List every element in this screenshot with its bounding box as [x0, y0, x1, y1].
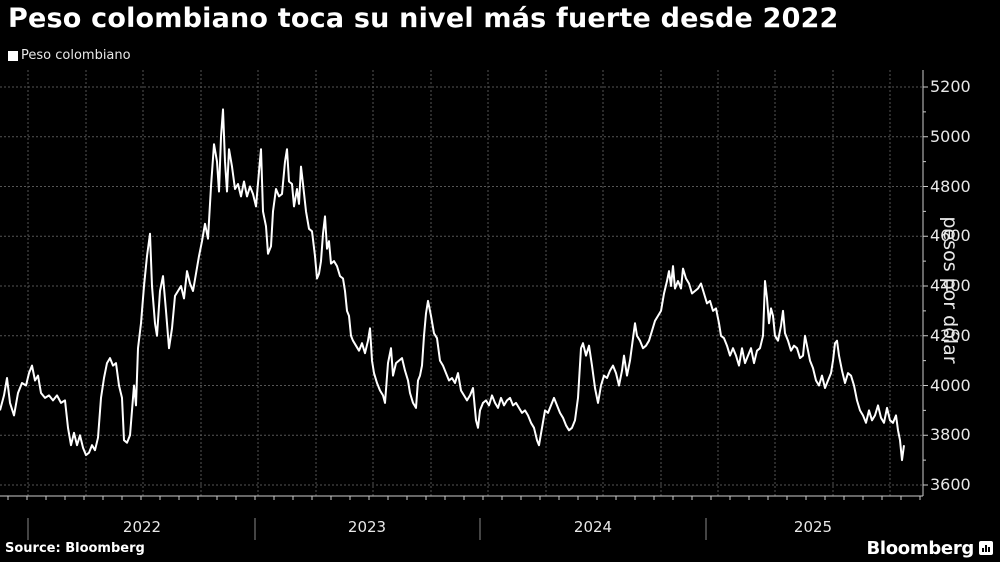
legend-swatch-icon — [8, 50, 18, 61]
peso-series-line — [0, 108, 905, 462]
x-tick-label-2025: 2025 — [793, 518, 833, 536]
y-tick-label: 5000 — [930, 126, 971, 146]
gridlines — [0, 70, 923, 496]
x-tick-label-2023: 2023 — [347, 518, 387, 536]
legend-label: Peso colombiano — [21, 48, 131, 63]
axes — [0, 70, 928, 540]
y-tick-label: 4800 — [930, 176, 971, 196]
y-tick-label: 4400 — [930, 276, 971, 295]
y-tick-label: 3800 — [930, 425, 971, 445]
y-tick-label: 3600 — [930, 475, 971, 494]
y-tick-label: 4600 — [930, 226, 971, 246]
source-note: Source: Bloomberg — [5, 541, 145, 556]
bloomberg-chart-icon — [979, 541, 993, 555]
x-tick-label-2022: 2022 — [122, 518, 162, 536]
chart-title: Peso colombiano toca su nivel más fuerte… — [8, 3, 839, 34]
y-tick-label: 5200 — [930, 77, 971, 96]
bloomberg-logo: Bloomberg — [866, 538, 974, 559]
legend: Peso colombiano — [8, 48, 131, 63]
y-tick-label: 4200 — [930, 325, 971, 345]
y-tick-label: 4000 — [930, 375, 971, 395]
y-axis-title: pesos por dólar — [939, 216, 961, 364]
x-tick-label-2024: 2024 — [573, 518, 613, 536]
